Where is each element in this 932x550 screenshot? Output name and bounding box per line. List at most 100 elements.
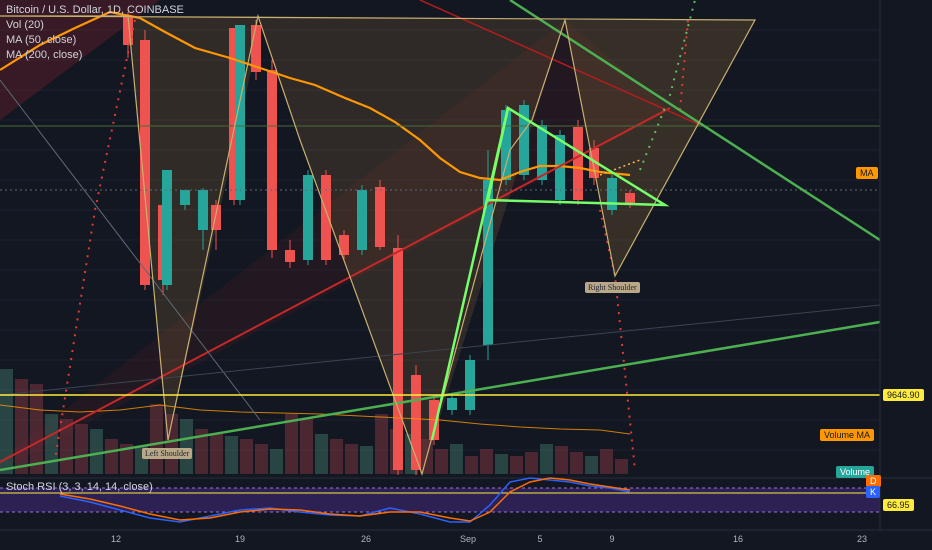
- volume-bar: [120, 444, 133, 474]
- gray-diagonal: [0, 79, 261, 421]
- candle-body: [180, 190, 190, 205]
- volume-ma-line: [0, 404, 631, 435]
- volume-bar: [240, 439, 253, 474]
- candles: [123, 12, 635, 475]
- candle-body: [339, 235, 349, 255]
- red-dotted-left: [54, 19, 136, 461]
- candle-body: [537, 125, 547, 180]
- volume-bar: [480, 449, 493, 474]
- candle-body: [123, 16, 133, 45]
- volume-bar: [450, 444, 463, 474]
- legend-vol[interactable]: Vol (20): [6, 19, 44, 31]
- volume-bar: [615, 459, 628, 474]
- ma50-dotted: [599, 159, 641, 176]
- volume-bar: [150, 404, 163, 474]
- green-resistance-line: [509, 0, 881, 242]
- candle-body: [589, 148, 599, 178]
- ma50-line: [0, 10, 631, 182]
- volume-bar: [300, 419, 313, 474]
- volume-bar: [465, 456, 478, 474]
- candle-body: [573, 127, 583, 200]
- candle-body: [357, 190, 367, 250]
- volume-bar: [525, 452, 538, 474]
- x-tick-label: 23: [856, 534, 868, 544]
- chart-legend: Bitcoin / U.S. Dollar, 1D, COINBASE Vol …: [6, 3, 184, 63]
- legend-ma200[interactable]: MA (200, close): [6, 49, 83, 61]
- candle-body: [519, 105, 529, 175]
- candle-body: [483, 180, 493, 345]
- volume-bar: [165, 414, 178, 474]
- x-tick-label: Sep: [459, 534, 477, 544]
- candle-body: [285, 250, 295, 262]
- x-tick-label: 19: [234, 534, 246, 544]
- candle-body: [393, 248, 403, 470]
- candle-body: [229, 28, 239, 200]
- volume-bar: [600, 449, 613, 474]
- volume-bar: [270, 449, 283, 474]
- candle-body: [211, 205, 221, 230]
- stoch-d-line: [59, 477, 631, 522]
- stoch-band: [0, 488, 880, 512]
- candle-body: [411, 375, 421, 470]
- stoch-value-tag: 66.95: [883, 499, 914, 511]
- x-tick-label: 5: [537, 534, 543, 544]
- volume-bar: [180, 419, 193, 474]
- candle-body: [235, 25, 245, 200]
- stoch-k-line: [59, 477, 631, 523]
- volume-bar: [585, 456, 598, 474]
- green-support-line: [0, 320, 881, 472]
- candle-body: [375, 187, 385, 247]
- candle-body: [303, 175, 313, 260]
- volume-bar: [105, 439, 118, 474]
- volume-bar: [75, 424, 88, 474]
- volume-bar: [255, 444, 268, 474]
- legend-ma50[interactable]: MA (50, close): [6, 34, 77, 46]
- stoch-k-tag: K: [866, 486, 881, 498]
- volume-bar: [15, 379, 28, 474]
- green-dotted-up: [639, 0, 696, 171]
- volume-bar: [90, 429, 103, 474]
- legend-title[interactable]: Bitcoin / U.S. Dollar, 1D, COINBASE: [6, 4, 184, 16]
- candle-body: [625, 193, 635, 205]
- x-tick-label: 12: [110, 534, 122, 544]
- volume-bar: [330, 439, 343, 474]
- x-tick-label: 26: [360, 534, 372, 544]
- candle-body: [501, 110, 511, 180]
- volume-bar: [540, 444, 553, 474]
- volume-bar: [435, 449, 448, 474]
- candle-body: [162, 170, 172, 285]
- red-shaded-area: [0, 0, 160, 120]
- volume-bar: [360, 446, 373, 474]
- candle-body: [140, 40, 150, 285]
- volume-bar: [45, 414, 58, 474]
- pattern-fill-left: [128, 16, 258, 440]
- volume-bar: [555, 446, 568, 474]
- stoch-d-tag: D: [866, 475, 881, 487]
- right-shoulder-label: Right Shoulder: [585, 282, 640, 293]
- price-level-tag: 9646.90: [883, 389, 924, 401]
- volume-bar: [195, 429, 208, 474]
- candle-body: [607, 178, 617, 210]
- volume-bar: [225, 436, 238, 474]
- red-descending-line: [419, 0, 701, 126]
- candle-body: [447, 398, 457, 410]
- ma-axis-tag: MA: [856, 167, 878, 179]
- gray-faint-line: [0, 304, 881, 396]
- green-impulse-line: [430, 107, 510, 441]
- volume-bar: [285, 414, 298, 474]
- volume-bar: [345, 444, 358, 474]
- x-tick-label: 16: [732, 534, 744, 544]
- left-shoulder-label: Left Shoulder: [142, 448, 193, 459]
- stoch-legend[interactable]: Stoch RSI (3, 3, 14, 14, close): [6, 481, 153, 493]
- pattern-outline: [0, 13, 757, 476]
- volume-tag: Volume: [836, 466, 875, 478]
- candle-body: [251, 25, 261, 72]
- volume-bar: [210, 434, 223, 474]
- x-tick-label: 9: [609, 534, 615, 544]
- red-trendline: [0, 107, 671, 463]
- volume-bar: [315, 434, 328, 474]
- volume-bar: [570, 452, 583, 474]
- candle-body: [321, 175, 331, 260]
- volume-bar: [30, 384, 43, 474]
